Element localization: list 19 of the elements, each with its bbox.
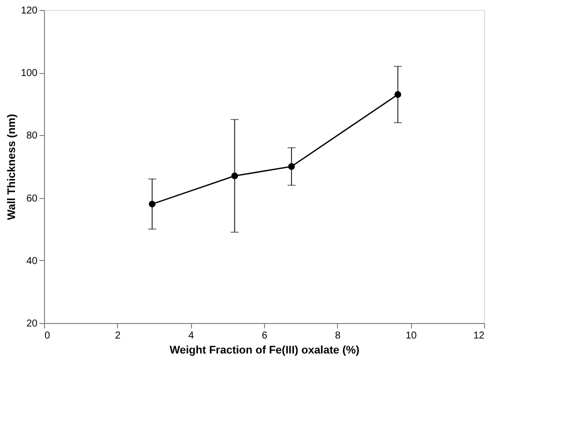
x-tick-label: 12 [473,330,485,342]
point [148,200,156,208]
y-tick-label: 100 [20,68,38,80]
x-tick-label: 6 [262,330,268,342]
point [231,172,238,180]
x-tick-label: 0 [44,330,50,342]
point [394,91,402,98]
x-tick-label: 10 [406,330,418,342]
y-axis-title: Wall Thickness (nm) [6,114,18,220]
y-tick-label: 60 [26,193,38,204]
point [288,163,295,170]
y-tick-label: 20 [26,318,38,330]
x-tick-label: 2 [115,330,122,342]
y-tick-label: 80 [26,130,38,142]
x-tick-label: 8 [335,330,342,342]
y-tick-label: 120 [20,6,38,16]
x-axis-title: Weight Fraction of Fe(III) oxalate (%) [170,344,360,356]
x-tick-label: 4 [188,330,194,342]
y-tick-label: 40 [26,256,38,267]
